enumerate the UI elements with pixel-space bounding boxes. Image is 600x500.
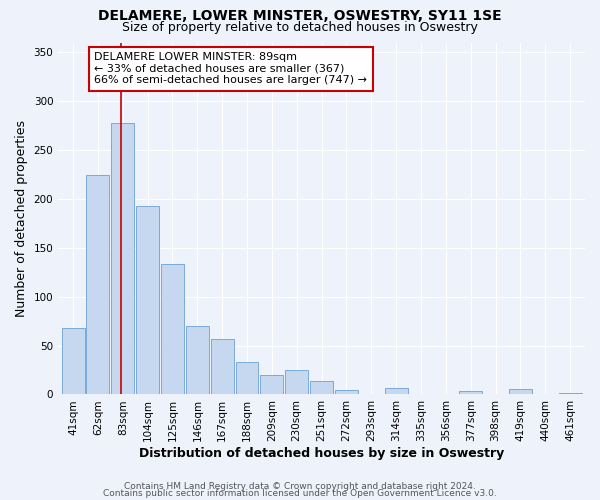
Text: Size of property relative to detached houses in Oswestry: Size of property relative to detached ho…: [122, 21, 478, 34]
X-axis label: Distribution of detached houses by size in Oswestry: Distribution of detached houses by size …: [139, 447, 504, 460]
Y-axis label: Number of detached properties: Number of detached properties: [15, 120, 28, 317]
Text: Contains public sector information licensed under the Open Government Licence v3: Contains public sector information licen…: [103, 489, 497, 498]
Bar: [86, 176, 109, 394]
Bar: [112, 122, 134, 394]
Bar: [236, 362, 259, 394]
Bar: [559, 392, 581, 394]
Bar: [335, 390, 358, 394]
Bar: [286, 370, 308, 394]
Bar: [385, 388, 407, 394]
Bar: [186, 326, 209, 394]
Bar: [260, 375, 283, 394]
Text: DELAMERE LOWER MINSTER: 89sqm
← 33% of detached houses are smaller (367)
66% of : DELAMERE LOWER MINSTER: 89sqm ← 33% of d…: [94, 52, 367, 86]
Bar: [62, 328, 85, 394]
Bar: [509, 388, 532, 394]
Text: Contains HM Land Registry data © Crown copyright and database right 2024.: Contains HM Land Registry data © Crown c…: [124, 482, 476, 491]
Bar: [459, 390, 482, 394]
Bar: [310, 381, 333, 394]
Bar: [211, 338, 233, 394]
Bar: [161, 264, 184, 394]
Bar: [136, 206, 159, 394]
Text: DELAMERE, LOWER MINSTER, OSWESTRY, SY11 1SE: DELAMERE, LOWER MINSTER, OSWESTRY, SY11 …: [98, 9, 502, 23]
